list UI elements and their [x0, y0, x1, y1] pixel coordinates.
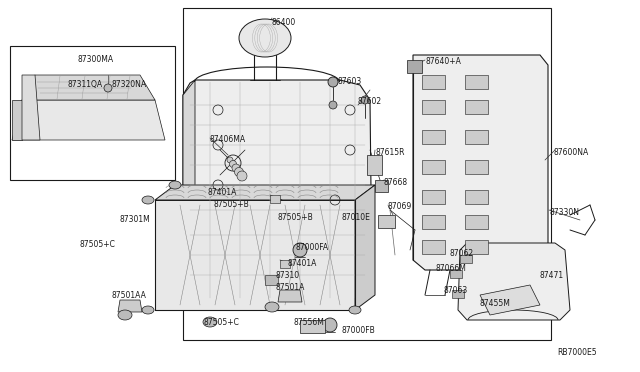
Text: RB7000E5: RB7000E5: [557, 348, 596, 357]
Bar: [270, 195, 280, 203]
Bar: [10, 46, 175, 180]
Text: 87615R: 87615R: [376, 148, 406, 157]
Bar: [375, 180, 388, 192]
Ellipse shape: [239, 19, 291, 57]
Ellipse shape: [265, 302, 279, 312]
Text: 87300MA: 87300MA: [78, 55, 114, 64]
Text: 87668: 87668: [384, 178, 408, 187]
Text: 87505+B: 87505+B: [213, 200, 249, 209]
Text: 87010E: 87010E: [342, 213, 371, 222]
Polygon shape: [480, 285, 540, 315]
Bar: [465, 160, 488, 174]
Polygon shape: [12, 100, 22, 140]
Bar: [465, 75, 488, 89]
Polygon shape: [155, 185, 375, 200]
Circle shape: [230, 160, 237, 167]
Text: 87603: 87603: [338, 77, 362, 86]
Polygon shape: [118, 300, 142, 312]
Text: 87401A: 87401A: [207, 188, 236, 197]
Text: 87301M: 87301M: [119, 215, 150, 224]
Ellipse shape: [349, 306, 361, 314]
Text: 87406MA: 87406MA: [210, 135, 246, 144]
Bar: [378, 215, 395, 228]
Bar: [422, 215, 445, 229]
Bar: [422, 100, 445, 114]
Text: 87501A: 87501A: [276, 283, 305, 292]
Bar: [407, 60, 422, 73]
Text: 87000FA: 87000FA: [295, 243, 328, 252]
Bar: [422, 190, 445, 204]
Text: 87602: 87602: [358, 97, 382, 106]
Polygon shape: [22, 75, 40, 140]
Text: 87069: 87069: [388, 202, 412, 211]
Polygon shape: [183, 80, 372, 300]
Text: 87330N: 87330N: [549, 208, 579, 217]
Bar: [465, 130, 488, 144]
Bar: [422, 160, 445, 174]
Text: 87600NA: 87600NA: [554, 148, 589, 157]
Bar: [450, 270, 462, 278]
Ellipse shape: [142, 306, 154, 314]
Bar: [300, 320, 325, 333]
Bar: [465, 215, 488, 229]
Circle shape: [227, 157, 233, 163]
Ellipse shape: [142, 196, 154, 204]
Circle shape: [234, 167, 243, 176]
Circle shape: [328, 77, 338, 87]
Text: 87062: 87062: [450, 249, 474, 258]
Circle shape: [104, 84, 112, 92]
Polygon shape: [278, 290, 302, 302]
Text: 87640+A: 87640+A: [425, 57, 461, 66]
Text: 87311QA: 87311QA: [68, 80, 103, 89]
Text: 87000FB: 87000FB: [341, 326, 375, 335]
Bar: [460, 255, 472, 263]
Text: 87320NA: 87320NA: [111, 80, 146, 89]
Text: 87501AA: 87501AA: [111, 291, 146, 300]
Text: 87401A: 87401A: [287, 259, 316, 268]
Text: 87505+B: 87505+B: [278, 213, 314, 222]
Circle shape: [323, 318, 337, 332]
Bar: [465, 100, 488, 114]
Text: 87063: 87063: [444, 286, 468, 295]
Text: 86400: 86400: [272, 18, 296, 27]
Bar: [280, 260, 290, 268]
Bar: [465, 240, 488, 254]
Bar: [265, 275, 278, 285]
Polygon shape: [458, 243, 570, 320]
Bar: [183, 8, 551, 340]
Circle shape: [329, 101, 337, 109]
Polygon shape: [355, 185, 375, 310]
Circle shape: [237, 171, 247, 181]
Polygon shape: [12, 100, 165, 140]
Bar: [465, 190, 488, 204]
Bar: [367, 155, 382, 175]
Text: 87066M: 87066M: [435, 264, 466, 273]
Text: 87505+C: 87505+C: [203, 318, 239, 327]
Ellipse shape: [169, 181, 181, 189]
Bar: [422, 130, 445, 144]
Text: 87455M: 87455M: [479, 299, 510, 308]
Polygon shape: [183, 80, 195, 300]
Text: 87471: 87471: [540, 271, 564, 280]
Bar: [422, 75, 445, 89]
Text: 87556M: 87556M: [294, 318, 325, 327]
Polygon shape: [22, 75, 155, 100]
Circle shape: [361, 96, 369, 104]
Ellipse shape: [203, 317, 217, 327]
Polygon shape: [413, 55, 548, 270]
Polygon shape: [155, 200, 355, 310]
Circle shape: [293, 243, 307, 257]
Bar: [452, 290, 464, 298]
Bar: [422, 240, 445, 254]
Ellipse shape: [118, 310, 132, 320]
Text: 87310: 87310: [276, 271, 300, 280]
Text: 87505+C: 87505+C: [80, 240, 116, 249]
Circle shape: [232, 164, 240, 172]
